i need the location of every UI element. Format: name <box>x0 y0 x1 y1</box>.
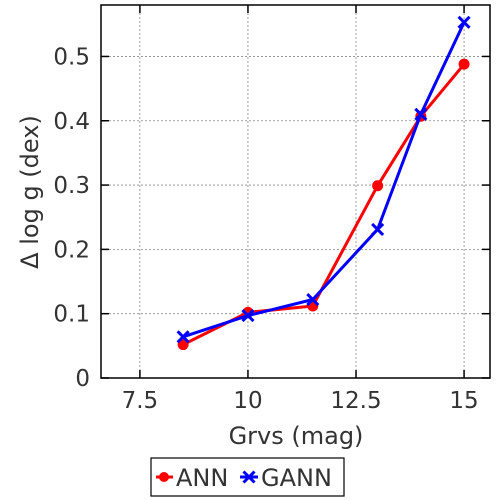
x-tick-label: 7.5 <box>122 388 159 414</box>
data-point-gann <box>371 222 385 237</box>
data-point-ann <box>372 180 384 192</box>
grid <box>101 5 490 378</box>
y-axis-label: Δ log g (dex) <box>16 115 44 269</box>
legend-gann-label: GANN <box>261 464 332 492</box>
data-point-gann <box>176 330 190 344</box>
data-point-gann <box>414 107 428 121</box>
data-point-gann <box>457 15 471 29</box>
y-tick-label: 0.2 <box>53 237 90 263</box>
y-tick-label: 0.3 <box>53 173 90 199</box>
y-tick-label: 0.5 <box>53 44 90 70</box>
y-tick-label: 0 <box>75 366 90 392</box>
x-tick-label: 15 <box>449 388 478 414</box>
legend-ann-marker <box>159 472 169 482</box>
plot-frame <box>100 4 491 379</box>
series-layer <box>176 15 471 351</box>
x-tick-label: 10 <box>233 388 262 414</box>
legend-ann-label: ANN <box>176 464 228 492</box>
data-point-gann <box>306 292 320 307</box>
legend-gann-marker <box>242 470 256 484</box>
y-tick-label: 0.1 <box>53 302 90 328</box>
series-line-gann <box>182 21 466 339</box>
y-tick-label: 0.4 <box>53 109 90 135</box>
x-axis-label: Grvs (mag) <box>229 422 364 450</box>
data-point-gann <box>241 309 255 323</box>
x-tick-label: 12.5 <box>330 388 381 414</box>
ticks: 7.5 10 12.5 15 0 0.1 0.2 0.3 0.4 0.5 <box>53 5 490 414</box>
series-line-ann <box>182 63 466 346</box>
legend: ANN GANN <box>150 457 345 497</box>
data-point-ann <box>177 339 189 351</box>
data-point-ann <box>458 58 470 70</box>
